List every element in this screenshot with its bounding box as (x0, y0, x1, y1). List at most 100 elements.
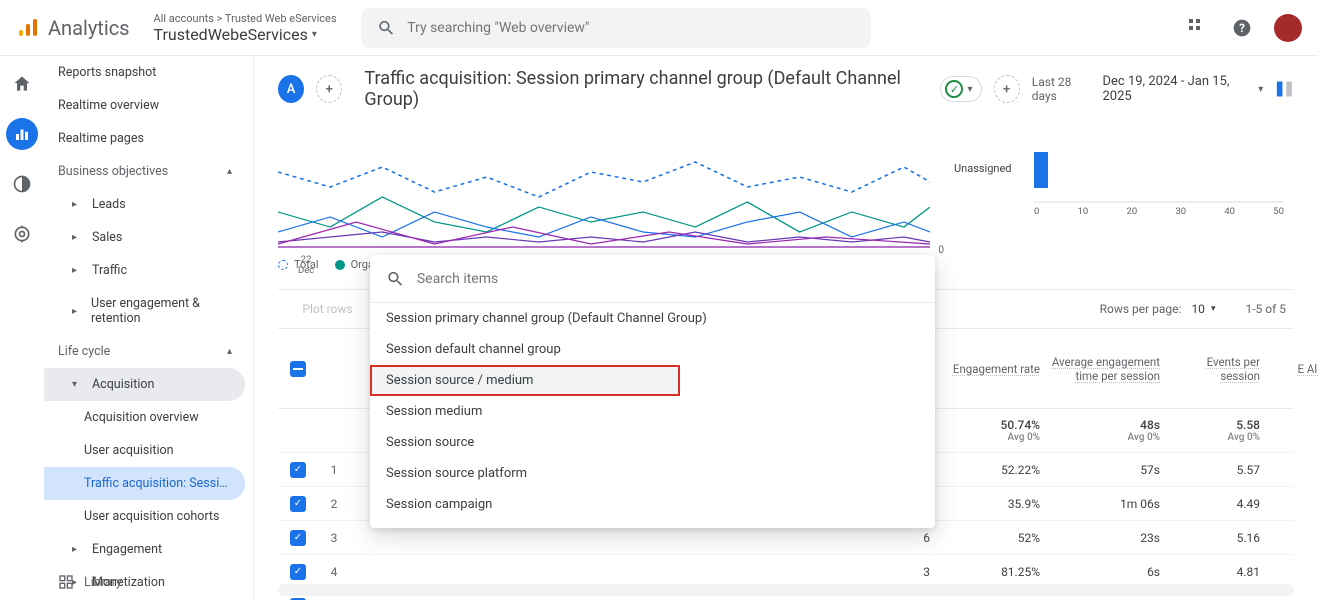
report-status-chip[interactable]: ✓ ▾ (940, 76, 981, 102)
chevron-down-icon: ▾ (967, 84, 972, 95)
cell: 1m 06s (1048, 497, 1168, 511)
search-icon (377, 18, 396, 38)
nav-user-acquisition[interactable]: User acquisition (44, 434, 253, 467)
dimension-option[interactable]: Session default channel group (370, 334, 935, 365)
rows-per-page-label: Rows per page: (1100, 302, 1182, 316)
nav-user-acquisition-cohorts[interactable]: User acquisition cohorts (44, 500, 253, 533)
help-icon[interactable]: ? (1230, 16, 1254, 40)
dimension-option[interactable]: Session source platform (370, 458, 935, 489)
rail-advertising-icon[interactable] (6, 218, 38, 250)
nav-label: Library (84, 575, 122, 590)
nav-reports-snapshot[interactable]: Reports snapshot (44, 56, 253, 89)
chevron-down-icon (72, 379, 84, 390)
dimension-option[interactable]: Session medium (370, 396, 935, 427)
nav-realtime-overview[interactable]: Realtime overview (44, 89, 253, 122)
nav-traffic-acquisition[interactable]: Traffic acquisition: Session... (44, 467, 245, 500)
select-all-checkbox[interactable] (290, 361, 306, 377)
dimension-search-input[interactable] (417, 271, 919, 287)
axis-tick: 50 (1273, 206, 1284, 217)
dimension-option[interactable]: Session source / medium (370, 365, 680, 396)
cell: 3 (858, 565, 938, 579)
cell-sub: Avg 0% (1048, 432, 1160, 443)
plot-rows-button[interactable]: Plot rows (278, 289, 378, 329)
chevron-right-icon (72, 199, 84, 210)
compare-icon[interactable] (1275, 79, 1294, 99)
analytics-logo-icon (16, 16, 40, 40)
account-picker[interactable]: All accounts > Trusted Web eServices Tru… (154, 12, 337, 44)
cell: 35.9% (938, 497, 1048, 511)
check-icon: ✓ (945, 80, 963, 98)
cell: 81.25% (938, 565, 1048, 579)
avatar[interactable] (1274, 14, 1302, 42)
nav-label: Engagement (92, 542, 162, 557)
add-comparison-button[interactable]: + (994, 75, 1020, 103)
chevron-down-icon: ▾ (312, 29, 317, 40)
global-search-input[interactable] (407, 20, 854, 36)
axis-tick: 10 (1078, 206, 1089, 217)
col-header[interactable]: Events per session (1207, 355, 1260, 383)
rail-home-icon[interactable] (6, 68, 38, 100)
chevron-right-icon (72, 306, 83, 317)
nav-engagement[interactable]: Engagement (44, 533, 253, 566)
col-header[interactable]: Engagement rate (953, 362, 1040, 376)
cell: 48s (1140, 418, 1160, 432)
pagination-info: 1-5 of 5 (1245, 302, 1286, 316)
chevron-right-icon (72, 544, 84, 555)
col-header[interactable]: E All (1298, 362, 1318, 376)
row-index: 1 (318, 463, 358, 477)
nav-label: Sales (92, 230, 122, 245)
dimension-option[interactable]: Session primary channel group (Default C… (370, 303, 935, 334)
library-icon (58, 574, 74, 590)
row-checkbox[interactable]: ✓ (290, 530, 306, 546)
account-property: TrustedWebeServices (154, 25, 308, 44)
account-breadcrumb: All accounts > Trusted Web eServices (154, 12, 337, 25)
nav-leads[interactable]: Leads (44, 188, 253, 221)
nav-label: Acquisition (92, 377, 154, 392)
horizontal-scrollbar[interactable] (278, 584, 1294, 596)
nav-realtime-pages[interactable]: Realtime pages (44, 122, 253, 155)
axis-tick: 20 (1127, 206, 1138, 217)
nav-acquisition-overview[interactable]: Acquisition overview (44, 401, 253, 434)
col-header[interactable]: Average engagement time per session (1052, 355, 1160, 383)
dimension-option[interactable]: Session source (370, 427, 935, 458)
cell: 6s (1048, 565, 1168, 579)
cell: 5.16 (1168, 531, 1268, 545)
ga-logo[interactable]: Analytics (16, 16, 130, 40)
nav-acquisition[interactable]: Acquisition (44, 368, 245, 401)
section-label: Business objectives (58, 164, 168, 179)
nav-label: User engagement & retention (91, 296, 239, 326)
row-index: 4 (318, 565, 358, 579)
search-icon (386, 269, 405, 289)
cell: 5.58 (1236, 418, 1260, 432)
nav-sales[interactable]: Sales (44, 221, 253, 254)
axis-tick: 30 (1175, 206, 1186, 217)
chevron-right-icon (72, 232, 84, 243)
cell: 4.81 (1168, 565, 1268, 579)
nav-engagement-retention[interactable]: User engagement & retention (44, 287, 253, 335)
nav-label: Traffic (92, 263, 127, 278)
nav-life-cycle[interactable]: Life cycle (44, 335, 253, 368)
row-checkbox[interactable]: ✓ (290, 496, 306, 512)
segment-chip-all-users[interactable]: A (278, 75, 304, 103)
row-checkbox[interactable]: ✓ (290, 462, 306, 478)
row-checkbox[interactable]: ✓ (290, 564, 306, 580)
chevron-down-icon: ▾ (1211, 304, 1216, 314)
rail-explore-icon[interactable] (6, 168, 38, 200)
rows-per-page-value: 10 (1191, 302, 1205, 316)
date-label: Last 28 days (1032, 75, 1095, 103)
dimension-option[interactable]: Session campaign (370, 489, 935, 520)
nav-library[interactable]: Library (58, 574, 122, 590)
nav-traffic[interactable]: Traffic (44, 254, 253, 287)
product-name: Analytics (48, 16, 130, 40)
add-segment-button[interactable]: + (316, 75, 342, 103)
apps-icon[interactable] (1186, 16, 1210, 40)
row-index: 3 (318, 531, 358, 545)
rows-per-page-select[interactable]: 10 ▾ (1191, 302, 1215, 316)
svg-text:?: ? (1239, 21, 1245, 35)
rail-reports-icon[interactable] (6, 118, 38, 150)
cell: 52% (938, 531, 1048, 545)
nav-business-objectives[interactable]: Business objectives (44, 155, 253, 188)
date-range-picker[interactable]: Last 28 days Dec 19, 2024 - Jan 15, 2025… (1032, 74, 1264, 104)
axis-tick: 40 (1224, 206, 1235, 217)
global-search[interactable] (361, 8, 871, 48)
